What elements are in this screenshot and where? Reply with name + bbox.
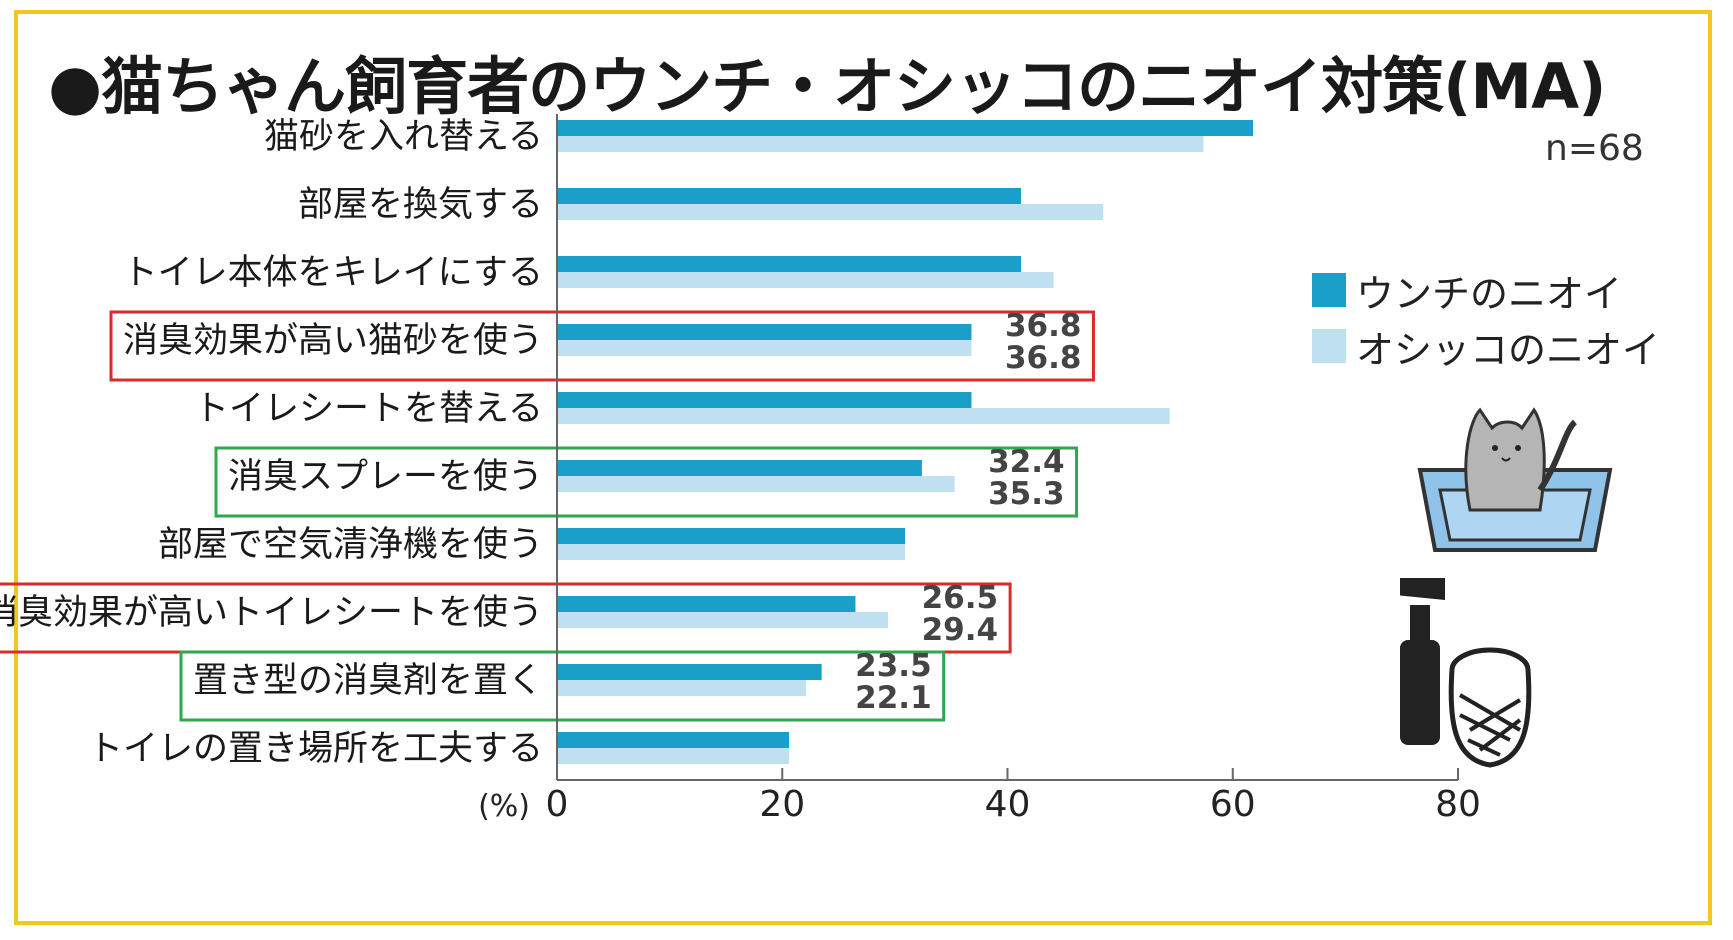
bar-series2-2: [557, 272, 1054, 288]
legend-swatch-series2: [1312, 329, 1346, 363]
bar-series2-1: [557, 204, 1104, 220]
bar-series1-7: [557, 596, 856, 612]
bar-series2-3: [557, 340, 972, 356]
highlight-boxes-group: [0, 310, 1095, 722]
spray-bottle-icon: [1400, 578, 1445, 745]
chart-title: ●猫ちゃん飼育者のウンチ・オシッコのニオイ対策(MA): [48, 50, 1606, 123]
illustration-group: [1400, 407, 1613, 768]
data-label-7-series2: 29.4: [922, 612, 999, 648]
bar-series1-2: [557, 256, 1022, 272]
category-label-5: 消臭スプレーを使う: [228, 457, 543, 497]
bar-series2-7: [557, 612, 889, 628]
bar-series1-6: [557, 528, 906, 544]
bars-group: [557, 120, 1254, 764]
legend-item-series1: ウンチのニオイ: [1312, 262, 1660, 318]
category-labels-group: 猫砂を入れ替える部屋を換気するトイレ本体をキレイにする消臭効果が高い猫砂を使うト…: [0, 117, 543, 769]
bar-series2-0: [557, 136, 1204, 152]
bar-series2-5: [557, 476, 955, 492]
sample-size-label: n=68: [1545, 128, 1644, 169]
data-label-8-series1: 23.5: [855, 648, 932, 684]
category-label-6: 部屋で空気清浄機を使う: [158, 525, 543, 565]
x-tick-label-60: 60: [1210, 784, 1256, 825]
category-label-0: 猫砂を入れ替える: [264, 117, 543, 157]
data-label-5-series1: 32.4: [988, 444, 1065, 480]
category-label-1: 部屋を換気する: [298, 185, 543, 225]
x-axis-group: 0 20 40 60 80 (%): [478, 114, 1481, 825]
data-label-3-series1: 36.8: [1005, 308, 1082, 344]
x-unit-label: (%): [478, 789, 530, 824]
legend-item-series2: オシッコのニオイ: [1312, 318, 1660, 374]
x-tick-label-20: 20: [759, 784, 805, 825]
category-label-8: 置き型の消臭剤を置く: [193, 661, 543, 701]
bar-series2-8: [557, 680, 806, 696]
bar-series1-0: [557, 120, 1254, 136]
category-label-4: トイレシートを替える: [194, 389, 543, 429]
category-label-9: トイレの置き場所を工夫する: [88, 729, 543, 769]
cat-litter-box-illustration: [1417, 407, 1613, 552]
air-freshener-icon: [1448, 647, 1532, 768]
bar-series1-1: [557, 188, 1022, 204]
legend: ウンチのニオイ オシッコのニオイ: [1312, 262, 1660, 374]
bar-series2-9: [557, 748, 790, 764]
highlight-box-5: [214, 446, 1079, 518]
bar-series2-6: [557, 544, 906, 560]
bar-series1-3: [557, 324, 972, 340]
bar-series2-4: [557, 408, 1170, 424]
category-label-3: 消臭効果が高い猫砂を使う: [123, 321, 543, 361]
bar-series1-8: [557, 664, 822, 680]
category-label-2: トイレ本体をキレイにする: [123, 253, 543, 293]
bar-series1-5: [557, 460, 922, 476]
legend-label-series1: ウンチのニオイ: [1356, 271, 1623, 316]
highlight-box-3: [109, 310, 1095, 382]
x-tick-label-40: 40: [985, 784, 1031, 825]
data-labels-group: 36.836.8 32.435.3 26.529.423.522.1: [855, 308, 1081, 716]
legend-label-series2: オシッコのニオイ: [1356, 327, 1661, 372]
category-label-7: 消臭効果が高いトイレシートを使う: [0, 593, 543, 633]
data-label-7-series1: 26.5: [922, 580, 999, 616]
highlight-box-8: [179, 650, 946, 722]
legend-swatch-series1: [1312, 273, 1346, 307]
data-label-8-series2: 22.1: [855, 680, 932, 716]
bar-series1-9: [557, 732, 790, 748]
data-label-5-series2: 35.3: [988, 476, 1065, 512]
data-label-3-series2: 36.8: [1005, 340, 1082, 376]
bar-series1-4: [557, 392, 972, 408]
x-tick-label-0: 0: [546, 784, 569, 825]
x-tick-label-80: 80: [1435, 784, 1481, 825]
